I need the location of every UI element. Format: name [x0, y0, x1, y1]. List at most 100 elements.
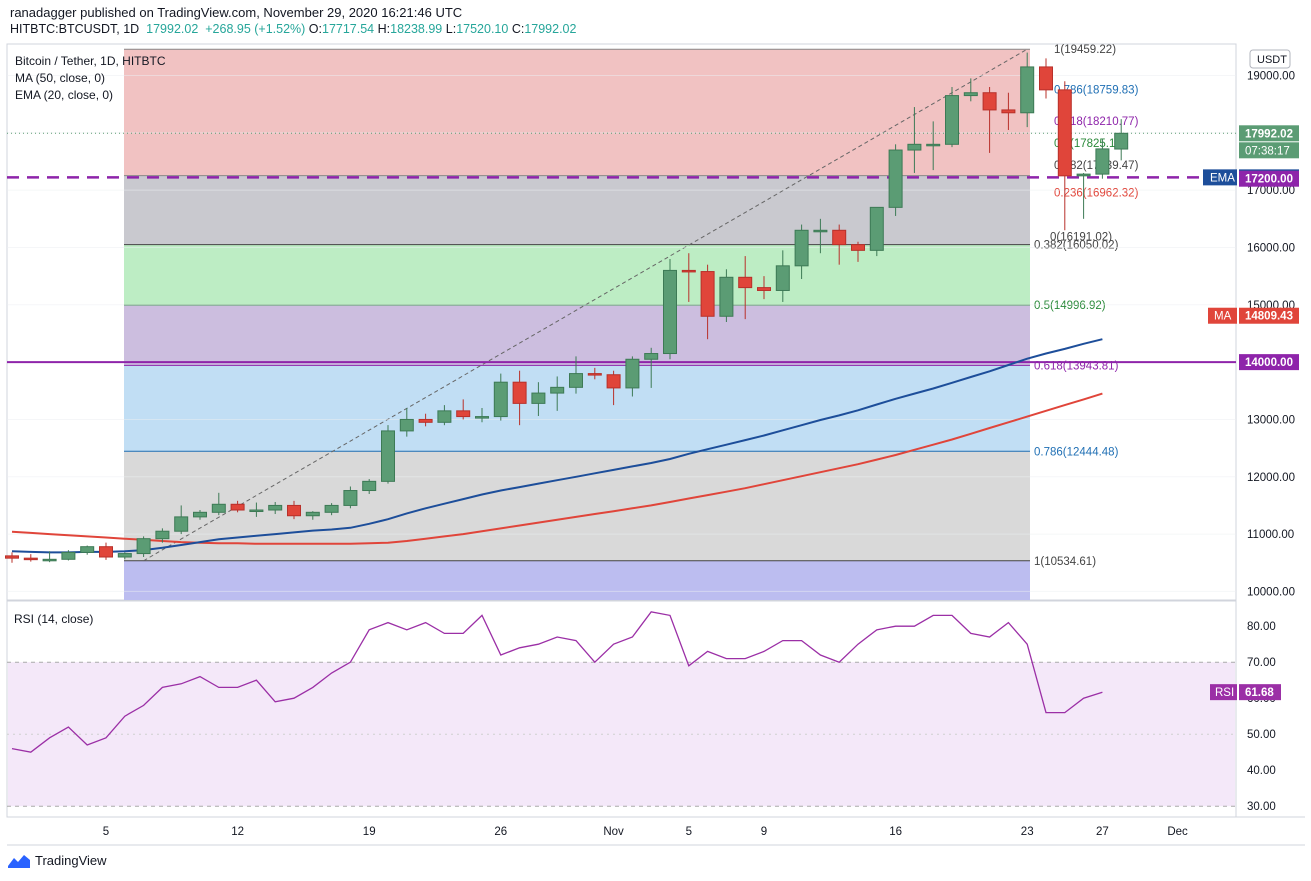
candle-2020-10-02[interactable]	[42, 558, 57, 562]
candle-2020-11-28[interactable]	[1114, 132, 1129, 150]
open-value: 17717.54	[322, 22, 375, 36]
candle-2020-10-15[interactable]	[287, 504, 301, 517]
time-tick-2020-10-12: 12	[231, 826, 244, 838]
time-tick-2020-10-26: 26	[494, 826, 507, 838]
candle-2020-10-07[interactable]	[136, 538, 151, 555]
ma-value-badge	[1239, 307, 1299, 324]
rsi-tick-80: 80.00	[1247, 621, 1276, 633]
candle-2020-10-30[interactable]	[569, 373, 583, 388]
candle-2020-11-07[interactable]	[719, 276, 734, 317]
candle-2020-10-27[interactable]	[512, 381, 527, 404]
candle-2020-10-26[interactable]	[493, 381, 508, 418]
candle-2020-11-13[interactable]	[832, 229, 847, 246]
candle-2020-11-27[interactable]	[1095, 148, 1110, 175]
candle-2020-10-20[interactable]	[381, 430, 395, 482]
candle-2020-11-09[interactable]	[757, 287, 771, 291]
candle-2020-10-09[interactable]	[174, 516, 189, 532]
candle-2020-10-22[interactable]	[418, 418, 433, 423]
candle-2020-10-03[interactable]	[61, 551, 76, 560]
candle-2020-10-06[interactable]	[117, 553, 132, 558]
candle-2020-11-12[interactable]	[813, 229, 828, 233]
price-tick-13000: 13000.00	[1247, 414, 1295, 426]
ema-legend[interactable]: EMA (20, close, 0)	[15, 88, 114, 102]
candle-2020-11-17[interactable]	[907, 143, 922, 151]
candle-2020-11-24[interactable]	[1039, 66, 1053, 91]
rsi-tick-50: 50.00	[1247, 729, 1276, 741]
ema-tag	[1203, 169, 1237, 186]
candle-2020-10-19[interactable]	[362, 480, 377, 492]
candle-2020-10-25[interactable]	[475, 416, 489, 419]
candle-2020-11-19[interactable]	[945, 95, 959, 145]
ohlc-line: HITBTC:BTCUSDT, 1D 17992.02 +268.95 (+1.…	[10, 22, 576, 36]
candle-2020-11-02[interactable]	[625, 358, 640, 389]
candle-2020-11-10[interactable]	[775, 265, 790, 291]
candle-2020-10-17[interactable]	[324, 504, 339, 513]
candle-2020-11-03[interactable]	[644, 353, 659, 360]
candle-2020-10-28[interactable]	[531, 392, 546, 404]
candle-2020-10-04[interactable]	[80, 546, 95, 553]
rsi-value-badge-label: 61.68	[1245, 687, 1274, 699]
footer-brand: TradingView	[35, 853, 107, 868]
candle-2020-11-26[interactable]	[1076, 173, 1091, 177]
rsi-legend[interactable]: RSI (14, close)	[14, 612, 94, 626]
candle-2020-10-08[interactable]	[155, 530, 170, 540]
fib-label-0.5: 0.5(14996.92)	[1034, 300, 1106, 312]
open-label: O:	[308, 22, 322, 36]
candle-2020-11-06[interactable]	[700, 271, 715, 317]
candle-2020-10-21[interactable]	[399, 418, 414, 432]
candle-2020-11-04[interactable]	[663, 269, 677, 355]
time-tick-2020-11-16: 16	[889, 826, 902, 838]
candle-2020-10-31[interactable]	[587, 373, 602, 376]
candle-2020-10-05[interactable]	[99, 546, 113, 558]
candle-2020-10-29[interactable]	[550, 386, 565, 394]
currency-box[interactable]	[1249, 49, 1291, 69]
candle-2020-10-23[interactable]	[437, 410, 452, 423]
price-tick-19000: 19000.00	[1247, 71, 1295, 83]
candle-2020-10-01[interactable]	[23, 557, 38, 561]
candle-2020-10-18[interactable]	[343, 490, 358, 506]
countdown-label: 07:38:17	[1245, 145, 1290, 157]
candle-2020-11-08[interactable]	[738, 276, 753, 289]
ema-tag-label: EMA	[1210, 172, 1235, 184]
last-price-badge	[1239, 125, 1299, 142]
candle-2020-10-11[interactable]	[211, 503, 226, 513]
candle-2020-11-16[interactable]	[888, 149, 903, 208]
price-tick-10000: 10000.00	[1247, 586, 1295, 598]
last-price-badge-label: 17992.02	[1245, 128, 1293, 140]
rsi-tag-label: RSI	[1215, 687, 1234, 699]
time-tick-2020-10-05: 5	[103, 826, 109, 838]
candle-2020-11-22[interactable]	[1001, 109, 1016, 114]
candle-2020-11-11[interactable]	[794, 229, 809, 267]
candle-2020-10-14[interactable]	[268, 504, 283, 511]
rsi-tick-70: 70.00	[1247, 657, 1276, 669]
candle-2020-11-20[interactable]	[963, 92, 978, 97]
level-14000-badge	[1239, 354, 1299, 371]
ma-value-badge-label: 14809.43	[1245, 311, 1293, 323]
high-label: H:	[377, 22, 391, 36]
tradingview-logo-icon	[8, 854, 30, 868]
candle-2020-10-13[interactable]	[249, 509, 264, 513]
level-17200-badge	[1239, 170, 1299, 187]
time-tick-2020-11-09: 9	[761, 826, 767, 838]
candle-2020-11-23[interactable]	[1020, 66, 1035, 114]
candle-2020-11-14[interactable]	[851, 244, 865, 251]
candle-2020-11-21[interactable]	[982, 92, 997, 111]
rsi-tick-40: 40.00	[1247, 765, 1276, 777]
candle-2020-10-16[interactable]	[305, 511, 320, 517]
ma-legend[interactable]: MA (50, close, 0)	[15, 71, 106, 85]
fib-label-1: 1(10534.61)	[1034, 556, 1096, 568]
candle-2020-10-24[interactable]	[456, 410, 471, 418]
rsi-band	[8, 662, 1235, 807]
candle-2020-11-01[interactable]	[606, 374, 621, 389]
candle-2020-10-12[interactable]	[230, 503, 245, 511]
candle-2020-11-05[interactable]	[681, 269, 696, 273]
fib-label-0.618: 0.618(13943.81)	[1034, 360, 1119, 372]
close-value: 17992.02	[524, 22, 577, 36]
candle-2020-11-15[interactable]	[869, 206, 884, 251]
candle-2020-10-10[interactable]	[193, 511, 207, 518]
candle-2020-11-18[interactable]	[926, 143, 941, 147]
candle-2020-09-30[interactable]	[5, 555, 19, 559]
candle-2020-11-25[interactable]	[1057, 89, 1072, 177]
fib-label-0.786: 0.786(12444.48)	[1034, 446, 1119, 458]
